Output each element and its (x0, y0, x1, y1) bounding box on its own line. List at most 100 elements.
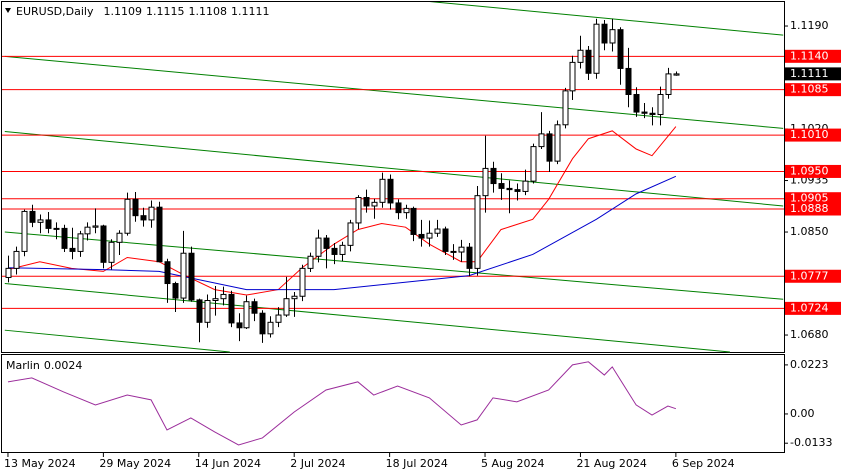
x-tick-label: 18 Jul 2024 (386, 457, 448, 470)
trendline (4, 130, 784, 207)
x-tick-label: 2 Jul 2024 (290, 457, 345, 470)
candle-body (267, 321, 274, 335)
candle-body (204, 299, 211, 323)
candle-body (434, 228, 441, 234)
level-label-box (785, 192, 841, 206)
candle-body (410, 207, 417, 235)
y-tick-label: 1.1190 (790, 19, 829, 32)
level-label: 1.1085 (790, 83, 829, 96)
candle-body (498, 183, 505, 189)
candle-body (665, 73, 672, 95)
y-tick-label: 0.00 (790, 407, 815, 420)
price-box (785, 67, 841, 81)
candle-body (243, 301, 250, 329)
chart-header: EURUSD,Daily 1.1109 1.1115 1.1108 1.1111 (16, 5, 269, 18)
candle-body (339, 244, 346, 255)
candle-body (450, 250, 457, 253)
candle-body (69, 247, 76, 252)
candle-body (649, 112, 656, 115)
candle-body (45, 219, 52, 229)
candle-body (355, 196, 362, 224)
main-frame (1, 1, 785, 353)
level-label: 1.1010 (790, 128, 829, 141)
candle-body (617, 29, 624, 69)
candle-body (490, 167, 497, 185)
oscillator-title: Marlin (6, 359, 40, 372)
high-value: 1.1115 (146, 5, 185, 18)
trendline (429, 2, 784, 36)
candle-body (124, 198, 131, 234)
candle-body (593, 23, 600, 74)
candle-body (562, 90, 569, 126)
candle-body (466, 246, 473, 269)
candle-body (92, 225, 99, 228)
candle-body (37, 219, 44, 223)
candle-body (53, 227, 60, 230)
collapse-icon[interactable] (5, 8, 11, 13)
y-tick-label: 1.0680 (790, 328, 829, 341)
trendline (4, 329, 230, 353)
axes: 1.11901.10201.09351.08501.06801.11401.10… (4, 19, 841, 470)
x-tick-label: 6 Sep 2024 (672, 457, 735, 470)
y-tick-label: -0.0133 (790, 436, 832, 449)
candle-body (84, 226, 91, 235)
candle-body (514, 189, 521, 192)
candle-body (395, 202, 402, 214)
candle-body (474, 195, 481, 269)
moving-average (7, 175, 677, 291)
candle-body (585, 49, 592, 74)
candle-body (379, 178, 386, 203)
x-tick-label: 5 Aug 2024 (481, 457, 544, 470)
candle-body (673, 73, 680, 76)
candle-body (347, 222, 354, 246)
candle-body (100, 225, 107, 263)
y-tick-label: 1.0850 (790, 225, 829, 238)
candle-body (403, 207, 410, 214)
candle-body (29, 210, 36, 223)
oscillator-plot (7, 361, 677, 446)
candle-body (220, 293, 227, 300)
level-label-box (785, 301, 841, 315)
candle-body (172, 283, 179, 299)
x-tick-label: 14 Jun 2024 (195, 457, 261, 470)
candle-body (577, 49, 584, 63)
candle-body (77, 233, 84, 252)
candle-body (633, 93, 640, 113)
candle-body (371, 201, 378, 207)
candle-body (442, 228, 449, 252)
candle-body (554, 124, 561, 162)
candle-body (307, 255, 314, 269)
level-label-box (785, 164, 841, 178)
level-label-box (785, 128, 841, 142)
trendline (4, 231, 784, 300)
candle-body (212, 298, 219, 301)
candle-body (148, 206, 155, 221)
candle-body (228, 293, 235, 324)
candle-body (601, 23, 608, 44)
level-label: 1.0724 (790, 301, 829, 314)
level-label-box (785, 269, 841, 283)
candle-body (180, 252, 187, 299)
moving-average (7, 126, 677, 296)
candle-body (458, 246, 465, 253)
candle-body (5, 267, 12, 278)
candle-body (426, 232, 433, 239)
oscillator-value: 0.0024 (44, 359, 83, 372)
x-tick-label: 29 May 2024 (99, 457, 171, 470)
candle-body (482, 167, 489, 197)
current-price: 1.1111 (790, 67, 829, 80)
level-label-box (785, 202, 841, 216)
trendline (4, 283, 730, 353)
low-value: 1.1108 (188, 5, 227, 18)
candle-body (236, 322, 243, 329)
candle-body (546, 133, 553, 162)
candle-body (21, 210, 28, 252)
level-label: 1.0905 (790, 192, 829, 205)
level-label: 1.0950 (790, 164, 829, 177)
oscillator-line (7, 361, 677, 446)
candle-body (609, 29, 616, 44)
candle-body (156, 206, 163, 263)
level-label-box (785, 49, 841, 63)
